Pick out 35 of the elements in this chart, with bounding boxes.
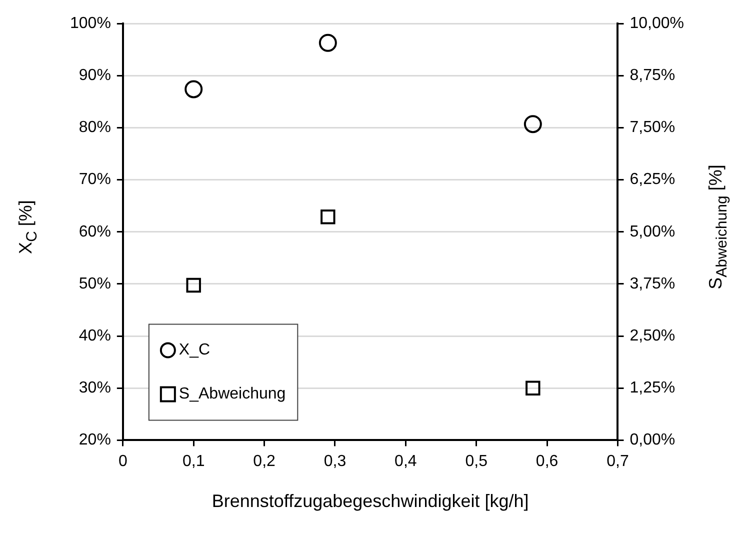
y2-tick-label: 5,00%	[630, 223, 676, 240]
y2-tick-label: 0,00%	[630, 432, 676, 449]
y-tick-label: 70%	[78, 171, 111, 188]
y2-tick-label: 10,00%	[630, 15, 684, 32]
x-tick-label: 0,7	[606, 453, 629, 470]
y2-tick-label: 7,50%	[630, 119, 676, 136]
y-tick-label: 50%	[78, 275, 111, 292]
y-tick-label: 20%	[78, 432, 111, 449]
y-tick-label: 60%	[78, 223, 111, 240]
point	[318, 34, 337, 52]
y2-tick-label: 6,25%	[630, 171, 676, 188]
y2-tick-label: 1,25%	[630, 380, 676, 397]
x-tick-label: 0,3	[324, 453, 346, 470]
y-tick-label: 90%	[78, 67, 111, 84]
y-tick-label: 40%	[78, 327, 111, 344]
point	[186, 278, 201, 293]
x-tick-label: 0,4	[394, 453, 417, 470]
x-tick-label: 0	[118, 453, 128, 470]
x-tick-label: 0,5	[465, 453, 488, 470]
y-tick-label: 30%	[78, 380, 111, 397]
point	[184, 80, 203, 98]
x-tick-label: 0,1	[182, 453, 205, 470]
y-tick-label: 80%	[78, 119, 111, 136]
x-tick-label: 0,6	[536, 453, 558, 470]
legend-label: X_C	[178, 342, 210, 359]
x-tick-label: 0,2	[253, 453, 276, 470]
legend-label: S_Abweichung	[178, 386, 286, 403]
point	[526, 380, 540, 396]
x-axis-title: Brennstoffzugabegeschwindigkeit [kg/h]	[212, 491, 529, 512]
y2-tick-label: 3,75%	[630, 275, 676, 292]
point	[524, 115, 542, 134]
y2-tick-label: 2,50%	[630, 327, 676, 344]
point	[320, 210, 336, 224]
y2-tick-label: 8,75%	[630, 67, 676, 84]
y-tick-label: 100%	[70, 15, 111, 32]
